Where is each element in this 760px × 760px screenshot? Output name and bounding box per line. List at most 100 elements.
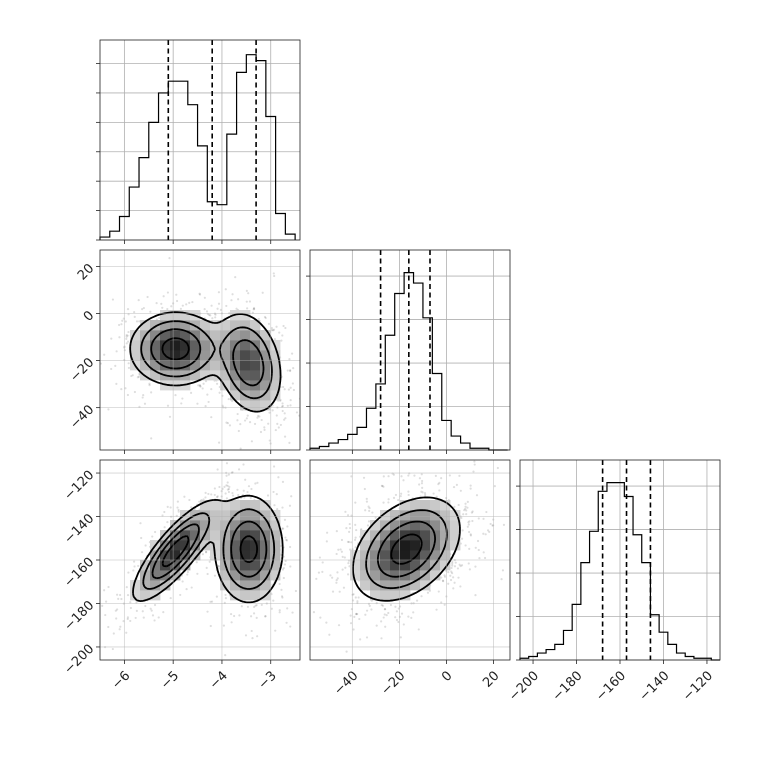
density-cell (360, 580, 371, 591)
sample-point (229, 612, 233, 616)
sample-point (278, 609, 281, 612)
sample-point (354, 546, 357, 549)
sample-point (153, 603, 157, 607)
sample-point (230, 621, 233, 624)
density-cell (230, 590, 241, 601)
sample-point (239, 423, 242, 426)
sample-point (437, 482, 440, 486)
sample-point (270, 329, 274, 332)
sample-point (264, 615, 267, 618)
sample-point (188, 301, 191, 304)
density-cell (390, 570, 401, 581)
density-cell (260, 400, 271, 411)
sample-point (272, 490, 275, 494)
sample-point (243, 419, 247, 422)
sample-point (135, 609, 138, 613)
density-cell (360, 570, 371, 581)
sample-point (276, 422, 279, 425)
sample-point (195, 561, 198, 564)
sample-point (239, 447, 242, 450)
sample-point (127, 330, 130, 334)
sample-point (143, 402, 147, 405)
sample-point (115, 350, 118, 353)
sample-point (149, 607, 152, 610)
sample-point (469, 484, 472, 487)
sample-point (103, 589, 106, 592)
sample-point (280, 339, 283, 342)
sample-point (283, 435, 287, 438)
sample-point (248, 421, 252, 424)
sample-point (180, 402, 183, 405)
sample-point (282, 385, 285, 389)
sample-point (216, 468, 219, 471)
sample-point (476, 539, 480, 543)
sample-point (289, 386, 292, 389)
sample-point (342, 586, 346, 589)
sample-point (216, 495, 219, 498)
sample-point (491, 524, 494, 527)
sample-point (153, 530, 157, 534)
density-cell (260, 530, 271, 541)
sample-point (134, 616, 137, 620)
sample-point (321, 561, 324, 564)
sample-point (362, 476, 366, 479)
sample-point (288, 504, 292, 507)
sample-point (340, 538, 344, 542)
sample-point (112, 632, 115, 635)
sample-point (209, 600, 212, 603)
sample-point (257, 317, 260, 321)
sample-point (434, 453, 436, 455)
sample-point (208, 313, 211, 317)
sample-point (358, 617, 361, 621)
sample-point (468, 547, 471, 550)
sample-point (473, 460, 476, 463)
sample-point (279, 423, 282, 427)
sample-point (462, 513, 465, 516)
sample-point (188, 498, 191, 502)
sample-point (319, 616, 322, 619)
sample-point (253, 605, 256, 609)
sample-point (225, 497, 229, 500)
density-cell (200, 510, 211, 521)
y-tick-label: −140 (61, 511, 97, 547)
sample-point (205, 550, 208, 553)
sample-point (288, 358, 291, 361)
histogram-panel-3 (516, 459, 721, 661)
sample-point (355, 528, 358, 532)
density-cell (190, 360, 201, 371)
density-cell (240, 320, 251, 331)
sample-point (247, 292, 250, 295)
sample-point (472, 470, 475, 473)
density-cell (250, 390, 261, 401)
sample-point (133, 565, 136, 568)
sample-point (347, 540, 351, 544)
sample-point (469, 534, 473, 537)
sample-point (457, 444, 459, 446)
sample-point (256, 635, 259, 638)
sample-point (457, 576, 460, 579)
sample-point (426, 591, 430, 594)
sample-point (107, 585, 110, 589)
sample-point (318, 556, 322, 559)
density-cell (400, 540, 411, 551)
sample-point (198, 500, 201, 503)
sample-point (272, 329, 275, 332)
density-cell (450, 520, 461, 531)
sample-point (286, 404, 289, 407)
density-cell (390, 590, 401, 601)
sample-point (169, 506, 172, 509)
density-cell (140, 340, 151, 351)
sample-point (283, 518, 287, 521)
sample-point (226, 488, 230, 491)
y-tick-label: 20 (75, 261, 97, 283)
sample-point (448, 474, 451, 477)
sample-point (272, 272, 275, 275)
sample-point (204, 551, 208, 554)
sample-point (160, 302, 163, 305)
sample-point (237, 493, 240, 497)
density-cell (220, 570, 231, 581)
density-cell (180, 320, 191, 331)
x-tick-label: 0 (439, 668, 455, 684)
sample-point (352, 628, 355, 631)
sample-point (203, 296, 206, 299)
